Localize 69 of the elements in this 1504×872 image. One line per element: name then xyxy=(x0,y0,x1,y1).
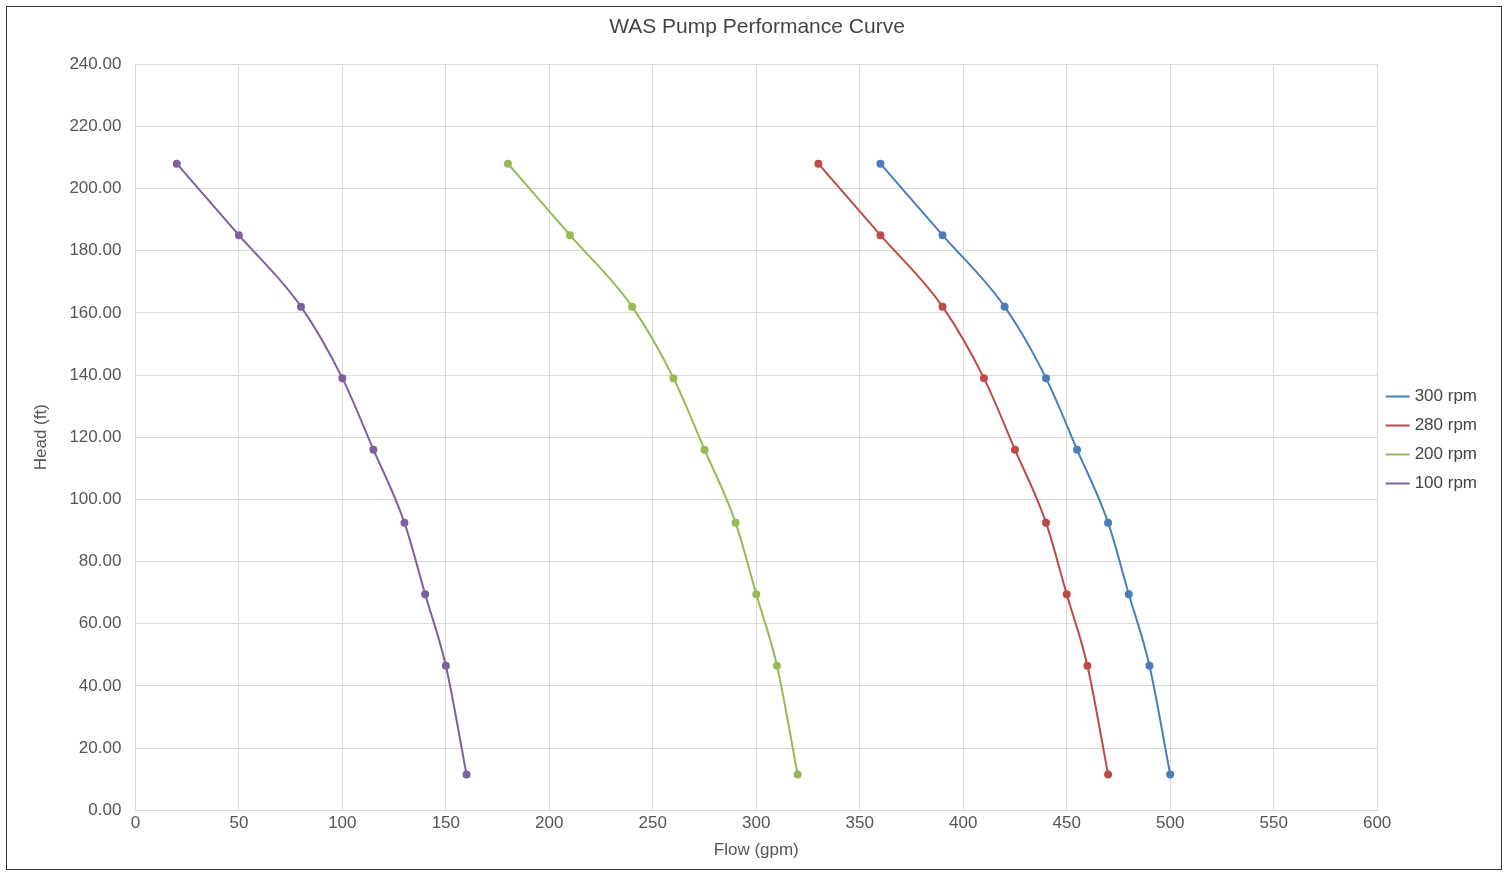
y-tick-label: 120.00 xyxy=(69,426,122,446)
point xyxy=(1073,445,1082,454)
x-axis-title: Flow (gpm) xyxy=(713,840,799,860)
y-tick-label: 160.00 xyxy=(69,302,122,322)
legend-label: 100 rpm xyxy=(1414,473,1478,493)
point xyxy=(793,770,802,779)
point xyxy=(1104,770,1113,779)
point xyxy=(1042,518,1051,527)
x-tick-label: 450 xyxy=(1052,813,1081,833)
point xyxy=(296,302,305,311)
point xyxy=(234,231,243,240)
point xyxy=(421,590,430,599)
x-tick-label: 500 xyxy=(1155,813,1185,833)
point xyxy=(700,445,709,454)
x-tick-label: 250 xyxy=(638,813,667,833)
point xyxy=(1166,770,1175,779)
point xyxy=(628,302,637,311)
point xyxy=(731,518,740,527)
point xyxy=(876,231,885,240)
legend-label: 300 rpm xyxy=(1414,386,1478,406)
y-tick-label: 60.00 xyxy=(78,613,122,633)
y-tick-label: 180.00 xyxy=(69,240,122,260)
point xyxy=(814,159,823,168)
x-tick-label: 550 xyxy=(1259,813,1288,833)
point xyxy=(1062,590,1071,599)
y-tick-label: 40.00 xyxy=(78,675,122,695)
x-tick-label: 400 xyxy=(949,813,978,833)
y-tick-label: 240.00 xyxy=(69,53,122,73)
x-tick-label: 100 xyxy=(328,813,357,833)
x-tick-label: 300 xyxy=(742,813,771,833)
point xyxy=(876,159,885,168)
point xyxy=(503,159,512,168)
point xyxy=(369,445,378,454)
point xyxy=(1145,661,1154,670)
y-tick-label: 140.00 xyxy=(69,364,122,384)
point xyxy=(172,159,181,168)
point xyxy=(938,231,947,240)
x-tick-label: 600 xyxy=(1362,813,1392,833)
point xyxy=(566,231,575,240)
point xyxy=(400,518,409,527)
point xyxy=(1083,661,1092,670)
y-tick-label: 220.00 xyxy=(69,116,122,136)
point xyxy=(1000,302,1009,311)
x-tick-label: 50 xyxy=(229,813,249,833)
x-tick-label: 150 xyxy=(431,813,461,833)
point xyxy=(1104,518,1113,527)
y-tick-label: 100.00 xyxy=(69,489,122,509)
point xyxy=(979,374,988,383)
point xyxy=(938,302,947,311)
point xyxy=(752,590,761,599)
point xyxy=(772,661,781,670)
point xyxy=(1124,590,1133,599)
point xyxy=(462,770,471,779)
y-tick-label: 200.00 xyxy=(69,178,122,198)
point xyxy=(1042,374,1051,383)
point xyxy=(669,374,678,383)
y-tick-label: 80.00 xyxy=(78,551,122,571)
y-tick-label: 0.00 xyxy=(88,799,122,819)
y-axis-title: Head (ft) xyxy=(30,404,50,471)
point xyxy=(338,374,347,383)
y-tick-label: 20.00 xyxy=(78,737,122,757)
chart-title: WAS Pump Performance Curve xyxy=(609,14,905,38)
legend-label: 280 rpm xyxy=(1414,415,1478,435)
x-tick-label: 200 xyxy=(535,813,564,833)
x-tick-label: 0 xyxy=(130,813,141,833)
point xyxy=(441,661,450,670)
x-tick-label: 350 xyxy=(845,813,874,833)
point xyxy=(1010,445,1019,454)
legend-label: 200 rpm xyxy=(1414,444,1478,464)
